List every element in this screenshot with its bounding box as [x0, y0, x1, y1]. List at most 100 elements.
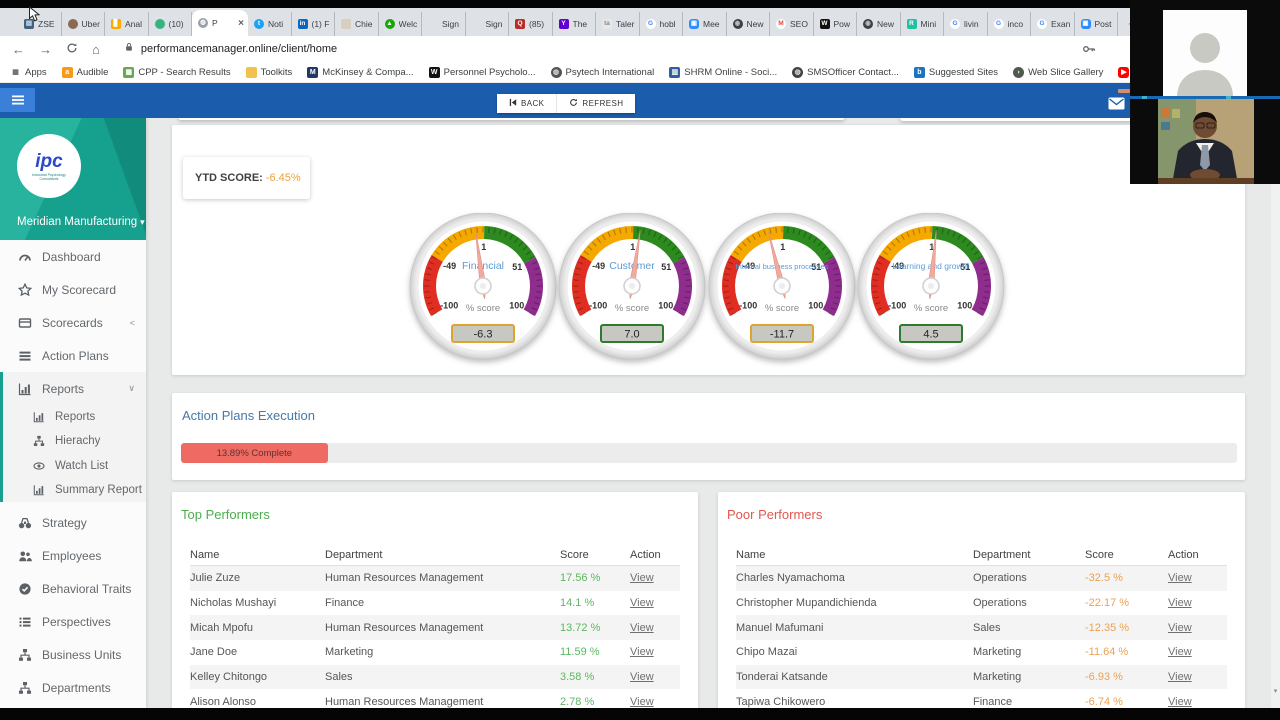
cell-score: -22.17 %: [1085, 597, 1130, 610]
refresh-button[interactable]: REFRESH: [556, 94, 636, 113]
forward-icon[interactable]: →: [39, 41, 52, 57]
back-icon[interactable]: ←: [12, 41, 25, 57]
view-link[interactable]: View: [630, 597, 654, 610]
browser-tab[interactable]: Uber: [62, 12, 105, 36]
view-link[interactable]: View: [630, 695, 654, 708]
sidebar-item-departments[interactable]: Departments: [0, 671, 146, 704]
sidebar-item-watch-list[interactable]: Watch List: [3, 454, 146, 478]
view-link[interactable]: View: [630, 572, 654, 585]
browser-tab[interactable]: Chie: [335, 12, 379, 36]
sidebar-item-summary-report[interactable]: Summary Report: [3, 478, 146, 502]
sidebar-item-dashboard[interactable]: Dashboard: [0, 240, 146, 273]
browser-tab[interactable]: W Pow: [814, 12, 857, 36]
browser-tab[interactable]: ▊ Anal: [105, 12, 149, 36]
table-row: Tonderai Katsande Marketing -6.93 % View: [736, 664, 1227, 690]
bookmark-personnel-psycholo[interactable]: W Personnel Psycholo...: [428, 66, 536, 78]
microsoft-icon: [472, 19, 482, 29]
svg-text:51: 51: [960, 262, 970, 272]
view-link[interactable]: View: [1168, 621, 1192, 634]
menu-button[interactable]: [0, 88, 35, 112]
app-header-bar: BACK REFRESH: [0, 83, 1280, 118]
cell-name: Tapiwa Chikowero: [736, 695, 826, 708]
sidebar-item-scorecards[interactable]: Scorecards <: [0, 306, 146, 339]
browser-tab[interactable]: ▤ ZSE: [18, 12, 62, 36]
browser-tab[interactable]: in (1) F: [292, 12, 335, 36]
view-link[interactable]: View: [1168, 671, 1192, 684]
table-row: Micah Mpofu Human Resources Management 13.…: [190, 615, 680, 641]
browser-tab[interactable]: G Exan: [1031, 12, 1075, 36]
view-link[interactable]: View: [1168, 646, 1192, 659]
password-key-icon[interactable]: [1082, 42, 1096, 61]
view-link[interactable]: View: [630, 646, 654, 659]
view-link[interactable]: View: [1168, 572, 1192, 585]
sidebar-item-behavioral-traits[interactable]: Behavioral Traits: [0, 572, 146, 605]
sidebar-item-reports[interactable]: Reports ∨: [3, 372, 146, 405]
bookmark-smsofficer-contact[interactable]: ◍ SMSOfficer Contact...: [792, 66, 899, 78]
column-header-name: Name: [190, 549, 220, 561]
tab-label: Mee: [703, 19, 720, 29]
bookmark-apps[interactable]: ▦ Apps: [10, 66, 47, 78]
column-header-score: Score: [560, 549, 589, 561]
browser-tab[interactable]: (10): [149, 12, 192, 36]
sidebar-item-my-scorecard[interactable]: My Scorecard: [0, 273, 146, 306]
column-header-action: Action: [630, 549, 661, 561]
mouse-cursor: [28, 5, 42, 28]
browser-tab[interactable]: ta Taler: [596, 12, 640, 36]
back-button[interactable]: BACK: [497, 94, 557, 113]
browser-tab[interactable]: M SEO: [770, 12, 814, 36]
view-link[interactable]: View: [630, 671, 654, 684]
browser-tab[interactable]: ▣ Mee: [683, 12, 727, 36]
tab-close-icon[interactable]: ×: [238, 17, 244, 29]
bookmarks-bar: ▦ Apps a Audible ▦ CPP - Search Results Toolki…: [0, 62, 1280, 83]
bookmark-mckinsey-compa[interactable]: M McKinsey & Compa...: [307, 66, 414, 78]
sidebar-item-perspectives[interactable]: Perspectives: [0, 605, 146, 638]
bookmark-psytech-international[interactable]: ◍ Psytech International: [550, 66, 654, 78]
mail-icon[interactable]: [1108, 97, 1125, 115]
scorecard-gauges-panel: YTD SCORE: -6.45% -100 -49 1 51 100 Financial…: [172, 125, 1245, 375]
view-link[interactable]: View: [1168, 597, 1192, 610]
page-scrollbar[interactable]: ▾: [1271, 184, 1280, 708]
cell-department: Marketing: [973, 671, 1022, 684]
view-link[interactable]: View: [630, 621, 654, 634]
scroll-down-arrow[interactable]: ▾: [1273, 688, 1278, 695]
url-box[interactable]: performancemanager.online/client/home: [115, 39, 1066, 59]
table-row: Charles Nyamachoma Operations -32.5 % View: [736, 566, 1227, 591]
bookmark-audible[interactable]: a Audible: [61, 66, 108, 78]
browser-tab-active[interactable]: ◍ P ×: [192, 10, 248, 36]
sidebar-item-action-plans[interactable]: Action Plans: [0, 339, 146, 372]
browser-tab[interactable]: ◉ New: [727, 12, 770, 36]
bookmark-toolkits[interactable]: Toolkits: [245, 66, 292, 78]
home-icon[interactable]: ⌂: [92, 41, 100, 57]
browser-tab[interactable]: Sign: [422, 12, 466, 36]
sidebar-item-strategy[interactable]: Strategy: [0, 506, 146, 539]
browser-tab[interactable]: Q (85): [509, 12, 553, 36]
browser-tab[interactable]: ▲ Welc: [379, 12, 422, 36]
org-switcher[interactable]: ipc Industrial Psychology Consultants Me…: [0, 118, 146, 240]
browser-tab[interactable]: R Mini: [901, 12, 944, 36]
bookmark-suggested-sites[interactable]: b Suggested Sites: [913, 66, 998, 78]
tab-label: Noti: [268, 19, 284, 29]
browser-tab[interactable]: Y The: [553, 12, 596, 36]
sidebar-item-business-units[interactable]: Business Units: [0, 638, 146, 671]
sidebar-item-hierachy[interactable]: Hierachy: [3, 429, 146, 453]
browser-tab[interactable]: ◉ New: [857, 12, 901, 36]
reload-icon[interactable]: [66, 42, 78, 56]
browser-tab[interactable]: Sign: [466, 12, 509, 36]
bookmark-web-slice-gallery[interactable]: ◗ Web Slice Gallery: [1013, 66, 1103, 78]
sidebar-item-employees[interactable]: Employees: [0, 539, 146, 572]
green-badge-icon: [154, 19, 165, 29]
browser-tab[interactable]: t Noti: [248, 12, 292, 36]
org-name[interactable]: Meridian Manufacturing ▾: [17, 216, 145, 228]
bookmark-shrm-online-soci[interactable]: ▥ SHRM Online - Soci...: [669, 66, 777, 78]
view-link[interactable]: View: [1168, 695, 1192, 708]
sidebar-item-reports[interactable]: Reports: [3, 405, 146, 429]
bookmark-cpp-search-results[interactable]: ▦ CPP - Search Results: [123, 66, 231, 78]
svg-text:-100: -100: [739, 301, 757, 311]
browser-tab[interactable]: ▣ Post: [1075, 12, 1118, 36]
audible-icon: a: [61, 66, 73, 78]
gauge-financial: -100 -49 1 51 100 Financial % score -6.3: [408, 212, 558, 363]
cell-score: -11.64 %: [1085, 646, 1129, 659]
